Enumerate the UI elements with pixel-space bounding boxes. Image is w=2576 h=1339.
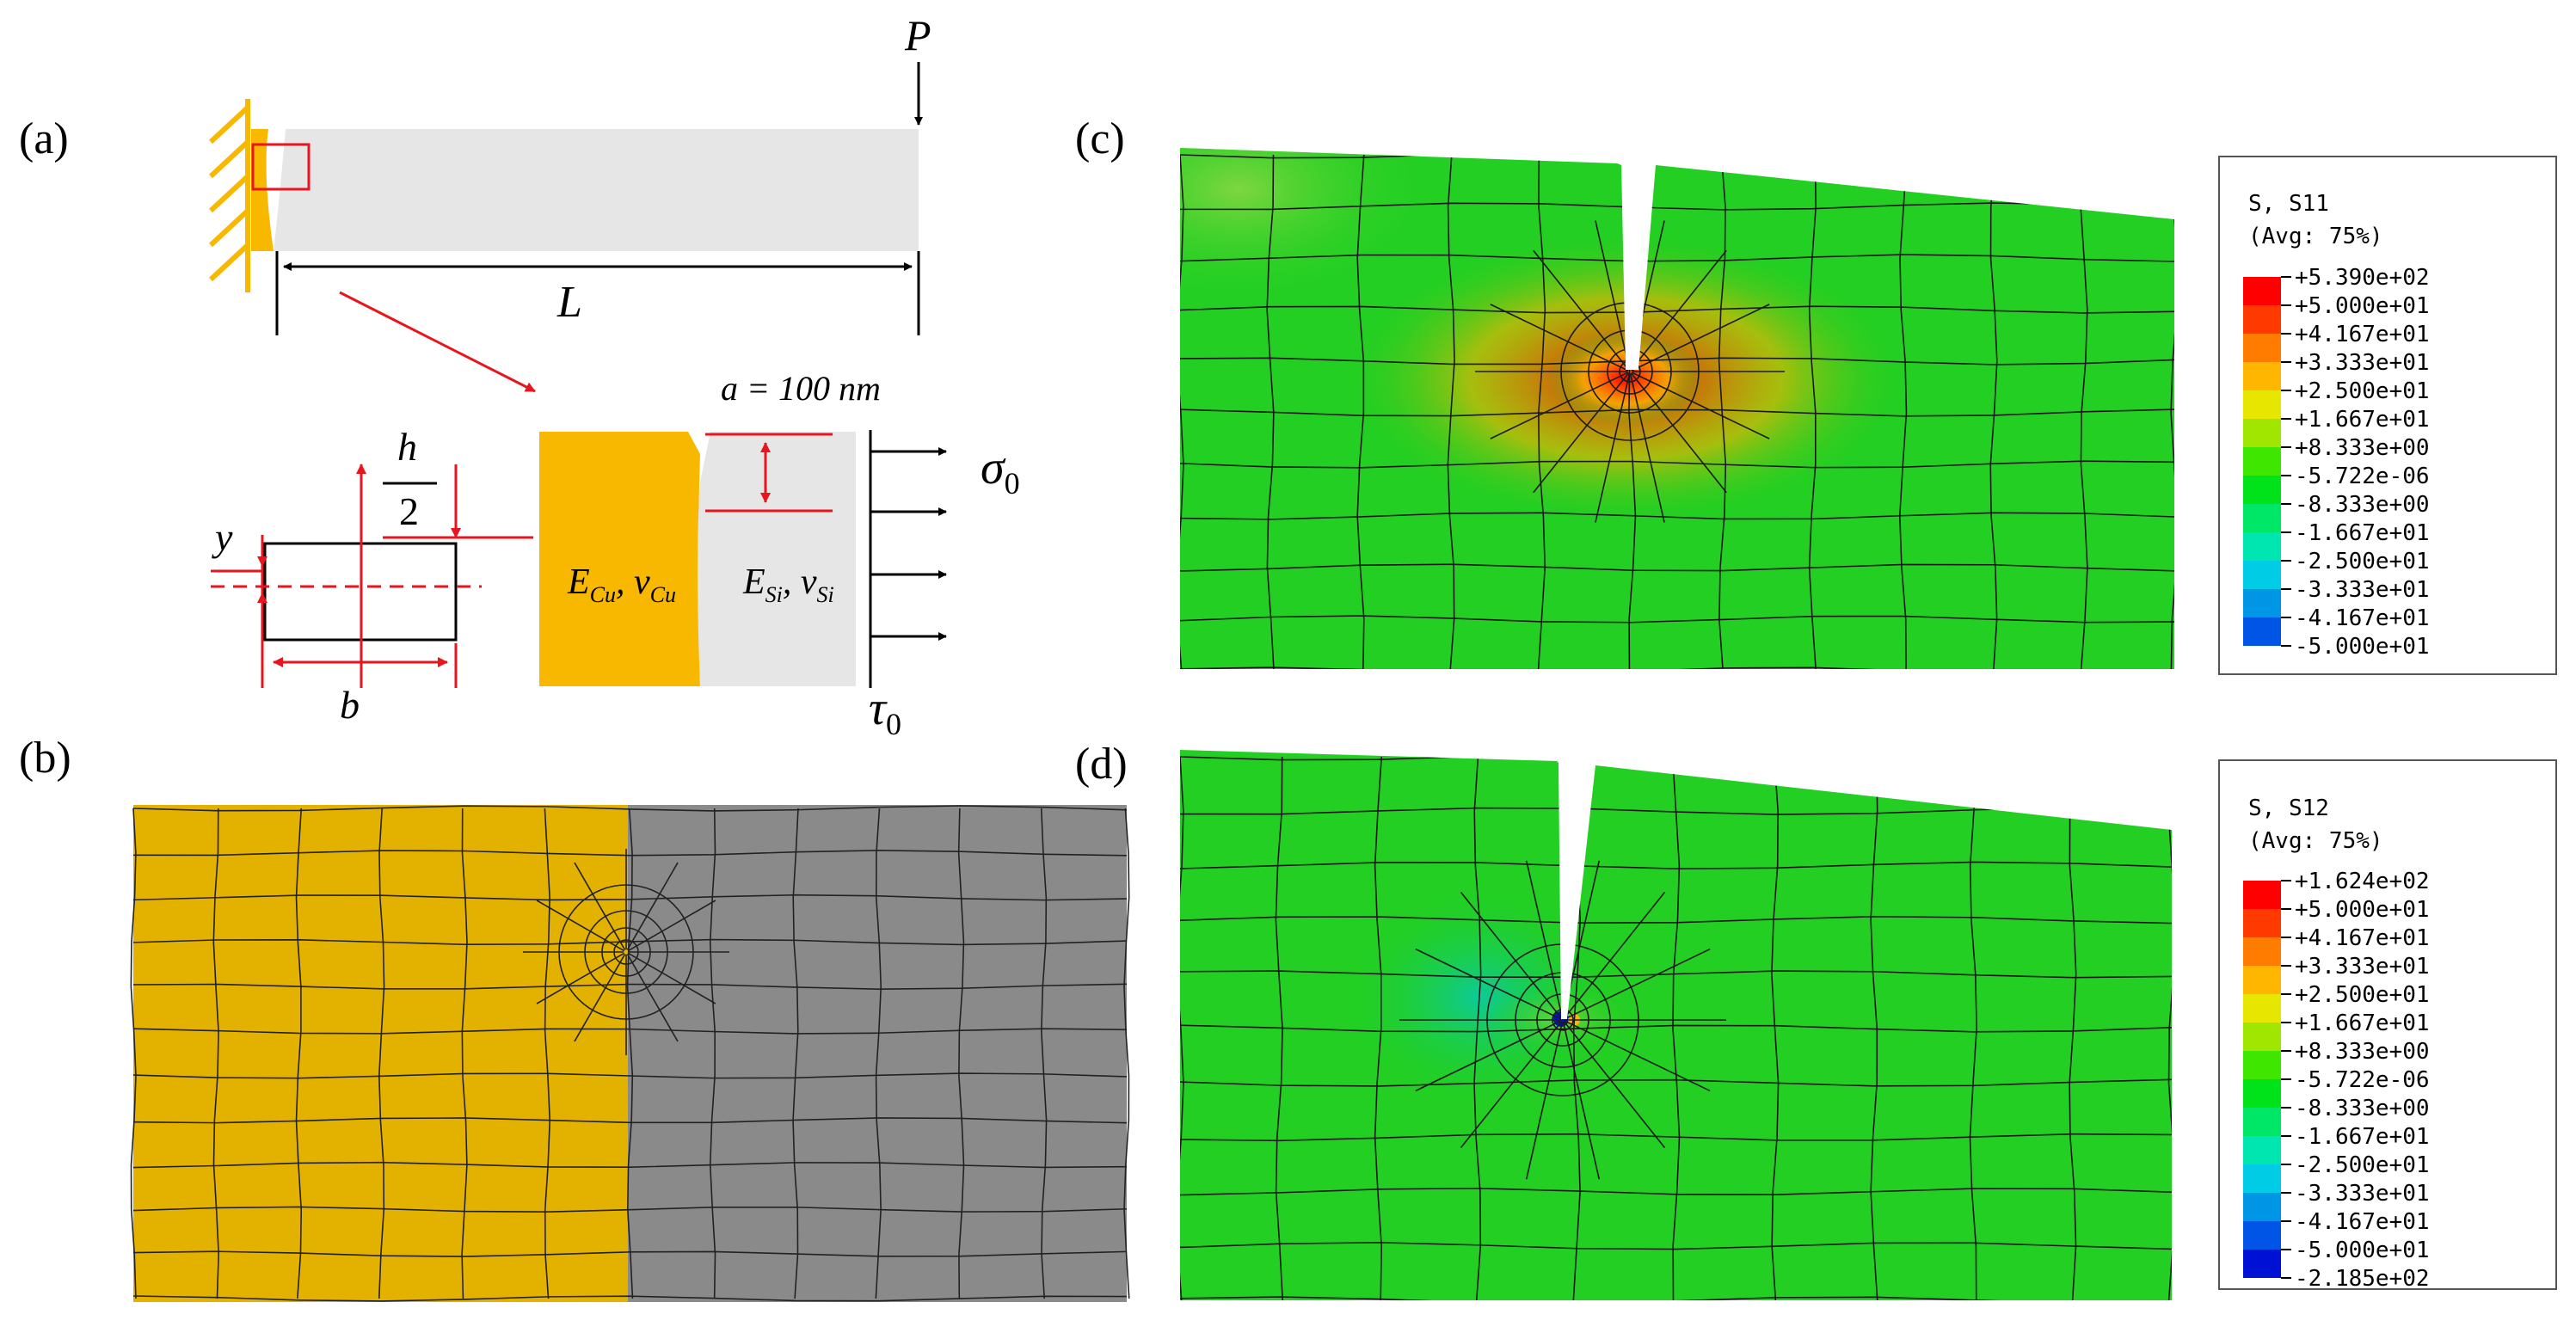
legend-s12-color-band: [2243, 881, 2281, 909]
legend-s12-tick-label: -5.722e-06: [2295, 1067, 2430, 1093]
legend-s12-tick-label: +3.333e+01: [2295, 954, 2430, 980]
legend-s12-color-band: [2243, 1051, 2281, 1079]
legend-s11-color-band: [2243, 334, 2281, 362]
legend-s11-color-band: [2243, 561, 2281, 589]
cu-material-label: ECu, νCu: [567, 562, 676, 607]
legend-s12-tick-label: -4.167e+01: [2295, 1209, 2430, 1235]
legend-s11-tick-label: -2.500e+01: [2295, 549, 2430, 574]
legend-s12-avg: (Avg: 75%): [2248, 828, 2383, 854]
legend-s11-color-band: [2243, 305, 2281, 334]
zoom-arrow: [339, 291, 536, 393]
zoom-silicon: [698, 432, 856, 686]
legend-s11-tick-label: -5.000e+01: [2295, 634, 2430, 660]
legend-s11-tick-label: -4.167e+01: [2295, 605, 2430, 631]
legend-s11-tick-label: +5.000e+01: [2295, 293, 2430, 319]
section-h-label: h: [397, 425, 417, 469]
legend-s12-tick-label: +5.000e+01: [2295, 897, 2430, 923]
legend-s11-title: S, S11: [2248, 191, 2329, 217]
panel-d-s12-contour: [1180, 750, 2172, 1300]
legend-s11-color-band: [2243, 277, 2281, 305]
legend-s11-color-band: [2243, 390, 2281, 419]
legend-s12-tick-label: -1.667e+01: [2295, 1124, 2430, 1150]
legend-s12-color-band: [2243, 909, 2281, 937]
si-material-label: ESi, νSi: [742, 562, 834, 607]
zoom-copper: [539, 432, 700, 686]
legend-s11-tick-label: -1.667e+01: [2295, 520, 2430, 546]
panel-label-c: (c): [1075, 114, 1125, 163]
fixed-support-hatch: [208, 99, 250, 292]
section-y-label: y: [212, 515, 233, 559]
legend-s12-color-band: [2243, 1079, 2281, 1108]
legend-s11-tick-label: +3.333e+01: [2295, 350, 2430, 376]
legend-s12-color-band: [2243, 937, 2281, 966]
legend-s12-color-band: [2243, 1136, 2281, 1164]
panel-b-interface-mesh: [130, 805, 1130, 1302]
legend-s11-color-band: [2243, 589, 2281, 617]
legend-s12-tick-label: +4.167e+01: [2295, 925, 2430, 951]
legend-s11-color-band: [2243, 447, 2281, 476]
legend-s11-tick-label: +2.500e+01: [2295, 378, 2430, 404]
zoom-box: [251, 143, 310, 191]
legend-s11-tick-label: -5.722e-06: [2295, 464, 2430, 489]
legend-s11-avg: (Avg: 75%): [2248, 224, 2383, 249]
legend-s12-tick-label: -5.000e+01: [2295, 1238, 2430, 1263]
legend-s12-color-band: [2243, 1250, 2281, 1278]
length-label: L: [556, 278, 582, 327]
legend-s11-color-band: [2243, 504, 2281, 532]
legend-s12-tick-label: +1.667e+01: [2295, 1010, 2430, 1036]
legend-s12-tick-label: -8.333e+00: [2295, 1096, 2430, 1121]
load-label: P: [904, 11, 931, 59]
legend-s12-tick-label: -2.185e+02: [2295, 1266, 2430, 1292]
legend-s11-color-band: [2243, 476, 2281, 504]
panel-c-s11-contour: [1180, 148, 2174, 669]
panel-label-b: (b): [19, 734, 71, 783]
legend-s11-tick-label: +5.390e+02: [2295, 265, 2430, 291]
beam-silicon-segment: [274, 129, 919, 251]
legend-s11-color-band: [2243, 419, 2281, 447]
legend-s11-tick-label: -8.333e+00: [2295, 492, 2430, 518]
tau0-label: τ0: [869, 682, 901, 741]
legend-s12-tick-label: +2.500e+01: [2295, 982, 2430, 1008]
legend-s12-color-band: [2243, 1193, 2281, 1221]
legend-s12-tick-label: -2.500e+01: [2295, 1152, 2430, 1178]
legend-s12-title: S, S12: [2248, 795, 2329, 821]
panel-a-beam-schematic: P L a = 100 nm ECu, νCu ESi,: [208, 11, 1020, 741]
applied-stress-arrows: [869, 430, 947, 688]
legend-s11: S, S11 (Avg: 75%) +5.390e+02+5.000e+01 +4…: [2218, 156, 2557, 675]
legend-s11-tick-label: +1.667e+01: [2295, 407, 2430, 433]
legend-s11-tick-label: +4.167e+01: [2295, 322, 2430, 347]
length-dimension: [275, 251, 920, 335]
legend-s11-color-band: [2243, 362, 2281, 390]
mesh-lines-b: [130, 805, 1130, 1302]
legend-s11-color-band: [2243, 532, 2281, 561]
legend-s12-color-band: [2243, 1023, 2281, 1051]
legend-s12-tick-label: -3.333e+01: [2295, 1181, 2430, 1207]
legend-s12-color-band: [2243, 994, 2281, 1023]
legend-s11-tick-label: -3.333e+01: [2295, 577, 2430, 603]
panel-label-a: (a): [19, 114, 69, 163]
section-b-label: b: [340, 683, 360, 727]
legend-s12-color-band: [2243, 1221, 2281, 1250]
panel-label-d: (d): [1075, 740, 1128, 789]
sigma0-label: σ0: [981, 441, 1020, 501]
legend-s12-tick-label: +1.624e+02: [2295, 869, 2430, 894]
section-2-label: 2: [399, 489, 419, 533]
crack-label: a = 100 nm: [721, 369, 881, 408]
legend-s12-tick-label: +8.333e+00: [2295, 1039, 2430, 1065]
legend-s11-tick-label: +8.333e+00: [2295, 435, 2430, 461]
cross-section-sketch: [211, 464, 533, 688]
legend-s12: S, S12 (Avg: 75%) +1.624e+02 +5.000e+01+4…: [2218, 759, 2557, 1292]
legend-s12-color-band: [2243, 1108, 2281, 1136]
legend-s12-color-band: [2243, 966, 2281, 994]
legend-s12-color-band: [2243, 1164, 2281, 1193]
legend-s11-color-band: [2243, 617, 2281, 646]
